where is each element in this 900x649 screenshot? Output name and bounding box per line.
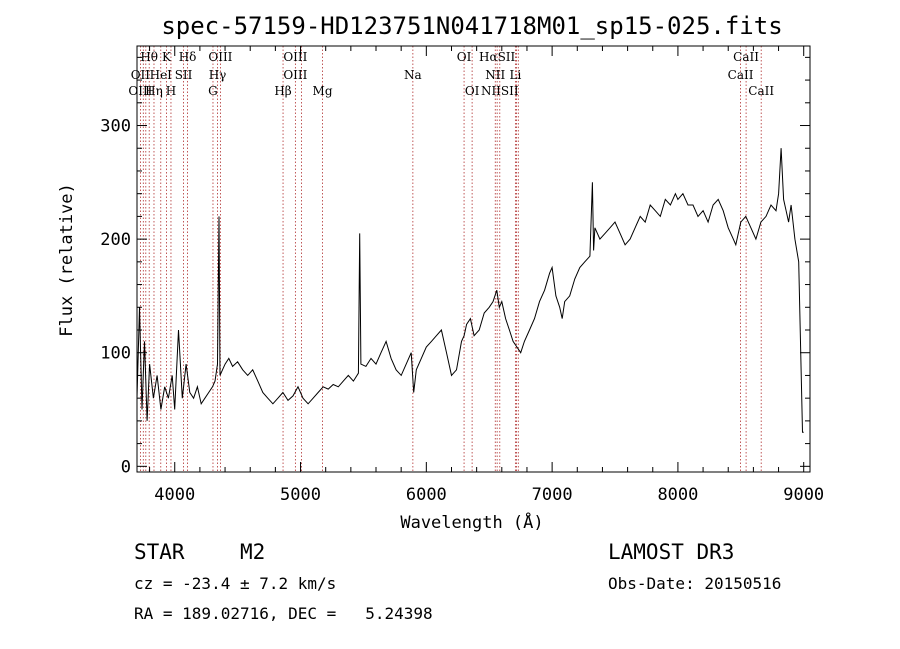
survey-name: LAMOST DR3	[608, 540, 735, 564]
redshift-text: cz = -23.4 ± 7.2 km/s	[134, 574, 337, 593]
y-tick-label: 100	[100, 344, 131, 364]
x-tick-label: 8000	[657, 485, 698, 505]
line-label: K	[162, 50, 172, 64]
chart-title: spec-57159-HD123751N041718M01_sp15-025.f…	[161, 12, 782, 40]
line-label: CaII	[748, 84, 774, 98]
line-label: Hγ	[209, 68, 227, 82]
x-tick-label: 7000	[532, 485, 573, 505]
y-tick-label: 200	[100, 230, 131, 250]
line-label: HαSII	[479, 50, 516, 64]
line-label: Hθ	[140, 50, 158, 64]
line-label: OI	[465, 84, 480, 98]
line-label: Hβ	[274, 84, 291, 98]
line-label: Hη	[145, 84, 163, 98]
x-axis-label: Wavelength (Å)	[400, 511, 543, 533]
line-label: G	[208, 84, 218, 98]
y-axis-ticks: 0 100 200 300	[100, 56, 810, 477]
line-label: CaII	[733, 50, 759, 64]
line-label: OI	[457, 50, 472, 64]
x-tick-label: 9000	[783, 485, 824, 505]
y-tick-label: 300	[100, 117, 131, 137]
line-label: Li	[509, 68, 521, 82]
line-label: OIII	[128, 84, 152, 98]
line-label: Hδ	[179, 50, 197, 64]
y-axis-label: Flux (relative)	[57, 183, 77, 337]
line-label: OII	[131, 68, 151, 82]
x-tick-label: 4000	[154, 485, 195, 505]
spectrum-line	[136, 148, 804, 433]
coordinates: RA = 189.02716, DEC = 5.24398	[134, 604, 433, 623]
line-label: Na	[404, 68, 422, 82]
emission-line-markers	[139, 46, 762, 472]
object-class: STAR	[134, 540, 185, 564]
line-label: CaII	[728, 68, 754, 82]
y-tick-label: 0	[121, 457, 131, 477]
line-label: OIII	[283, 68, 307, 82]
line-labels: Hθ K Hδ OIII OIII OI HαSII CaII OII HeI SII Hγ OIII N…	[128, 50, 774, 98]
obs-date: Obs-Date: 20150516	[608, 574, 782, 593]
plot-frame	[136, 45, 811, 473]
line-label: HeI	[150, 68, 173, 82]
line-label: NII	[485, 68, 505, 82]
line-label: H	[166, 84, 176, 98]
x-axis-ticks: 4000 5000 6000 7000 8000 9000	[149, 46, 824, 505]
x-tick-label: 5000	[280, 485, 321, 505]
line-label: OIII	[283, 50, 307, 64]
line-label: SII	[175, 68, 193, 82]
line-label: Mg	[313, 84, 333, 98]
x-tick-label: 6000	[406, 485, 447, 505]
object-subclass: M2	[240, 540, 266, 564]
line-label: OIII	[208, 50, 232, 64]
line-label: NIISII	[481, 84, 519, 98]
